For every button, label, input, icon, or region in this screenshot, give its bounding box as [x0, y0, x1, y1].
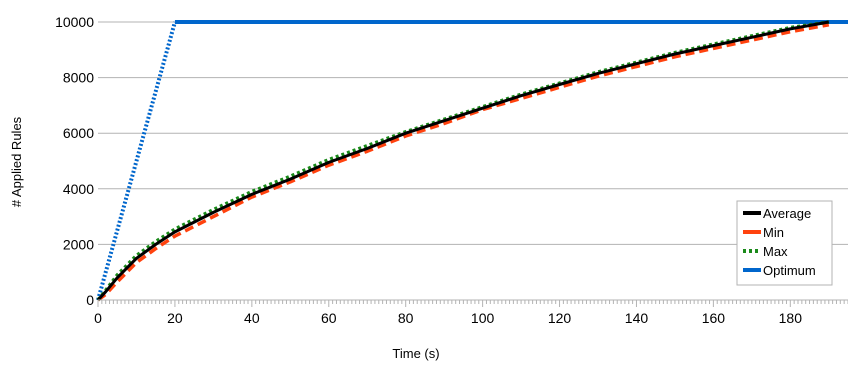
y-tick-label-5: 10000: [55, 14, 94, 30]
y-axis-title: # Applied Rules: [9, 116, 24, 207]
y-tick-label-3: 6000: [63, 125, 94, 141]
x-tick-label-3: 60: [321, 310, 337, 326]
x-tick-label-2: 40: [244, 310, 260, 326]
legend-label-max: Max: [763, 244, 788, 259]
series-line-min: [96, 23, 830, 302]
x-tick-label-4: 80: [398, 310, 414, 326]
x-tick-label-6: 120: [548, 310, 572, 326]
tick-labels: 0 2000 4000 6000 8000 10000 0 20 40 60 80 100 120 140…: [55, 14, 802, 326]
y-tick-label-2: 4000: [63, 181, 94, 197]
legend-label-average: Average: [763, 206, 811, 221]
x-tick-label-0: 0: [94, 310, 102, 326]
gridlines: [98, 21, 848, 301]
series-line-average: [96, 20, 830, 302]
y-tick-label-4: 8000: [63, 70, 94, 86]
legend-label-min: Min: [763, 225, 784, 240]
series-layer: [96, 20, 848, 302]
y-tick-label-1: 2000: [63, 236, 94, 252]
series-line-optimum-ramp: [96, 21, 177, 301]
x-tick-label-8: 160: [702, 310, 726, 326]
y-tick-label-0: 0: [86, 292, 94, 308]
x-tick-label-9: 180: [779, 310, 803, 326]
x-tick-label-5: 100: [471, 310, 495, 326]
series-line-max: [96, 20, 830, 302]
legend-label-optimum: Optimum: [763, 263, 816, 278]
x-axis-title: Time (s): [392, 346, 439, 361]
axes: [97, 299, 848, 307]
x-tick-label-1: 20: [167, 310, 183, 326]
legend: Average Min Max Optimum: [736, 200, 833, 286]
x-tick-label-7: 140: [625, 310, 649, 326]
